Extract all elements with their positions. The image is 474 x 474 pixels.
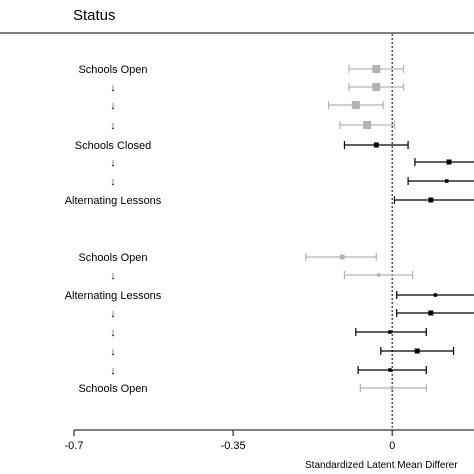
point-estimate	[388, 330, 392, 334]
row-label: Schools Open	[78, 383, 147, 395]
x-tick-label: -0.35	[221, 440, 246, 452]
point-estimate	[433, 293, 438, 297]
point-estimate	[414, 348, 420, 354]
point-estimate	[339, 254, 345, 260]
chart-title: Status	[73, 7, 116, 24]
point-estimate	[372, 65, 381, 73]
row-label: Alternating Lessons	[65, 290, 162, 302]
row-label: Schools Open	[78, 64, 147, 76]
point-estimate	[373, 142, 379, 148]
row-label: ↓	[110, 157, 116, 169]
row-label: ↓	[110, 346, 116, 358]
point-estimate	[351, 101, 360, 109]
forest-row: ↓	[110, 270, 414, 282]
x-tick-label: -0.7	[65, 440, 84, 452]
row-label: ↓	[110, 82, 116, 94]
forest-row: ↓	[110, 100, 384, 112]
row-label: ↓	[110, 100, 116, 112]
point-estimate	[363, 121, 372, 129]
point-estimate	[428, 197, 434, 203]
point-estimate	[428, 310, 434, 316]
point-estimate	[446, 159, 452, 165]
forest-row: ↓	[110, 120, 396, 132]
row-label: ↓	[110, 120, 116, 132]
forest-row: ↓	[110, 346, 455, 358]
forest-row: Schools Open	[78, 64, 405, 76]
point-estimate	[376, 273, 381, 277]
row-label: ↓	[110, 365, 116, 377]
forest-row: ↓	[110, 365, 427, 377]
row-label: Alternating Lessons	[65, 195, 162, 207]
forest-row: ↓	[110, 82, 405, 94]
row-label: ↓	[110, 176, 116, 188]
forest-row: Alternating Lessons	[65, 290, 474, 302]
row-label: Schools Open	[78, 252, 147, 264]
forest-row: Schools Open	[78, 252, 377, 264]
row-label: Schools Closed	[75, 140, 151, 152]
forest-row: ↓	[110, 157, 474, 169]
forest-row: ↓	[110, 308, 474, 320]
point-estimate	[390, 386, 394, 390]
row-label: ↓	[110, 308, 116, 320]
point-estimate	[372, 83, 381, 91]
forest-row: Alternating Lessons	[65, 195, 474, 207]
forest-row: ↓	[110, 327, 427, 339]
row-label: ↓	[110, 327, 116, 339]
x-tick-label: 0	[389, 440, 395, 452]
forest-row: Schools Open	[78, 383, 427, 395]
point-estimate	[444, 179, 449, 183]
x-axis-label: Standardized Latent Mean Differer	[305, 460, 458, 471]
forest-row: Schools Closed	[75, 140, 409, 152]
point-estimate	[388, 368, 392, 372]
forest-row: ↓	[110, 176, 474, 188]
row-label: ↓	[110, 270, 116, 282]
